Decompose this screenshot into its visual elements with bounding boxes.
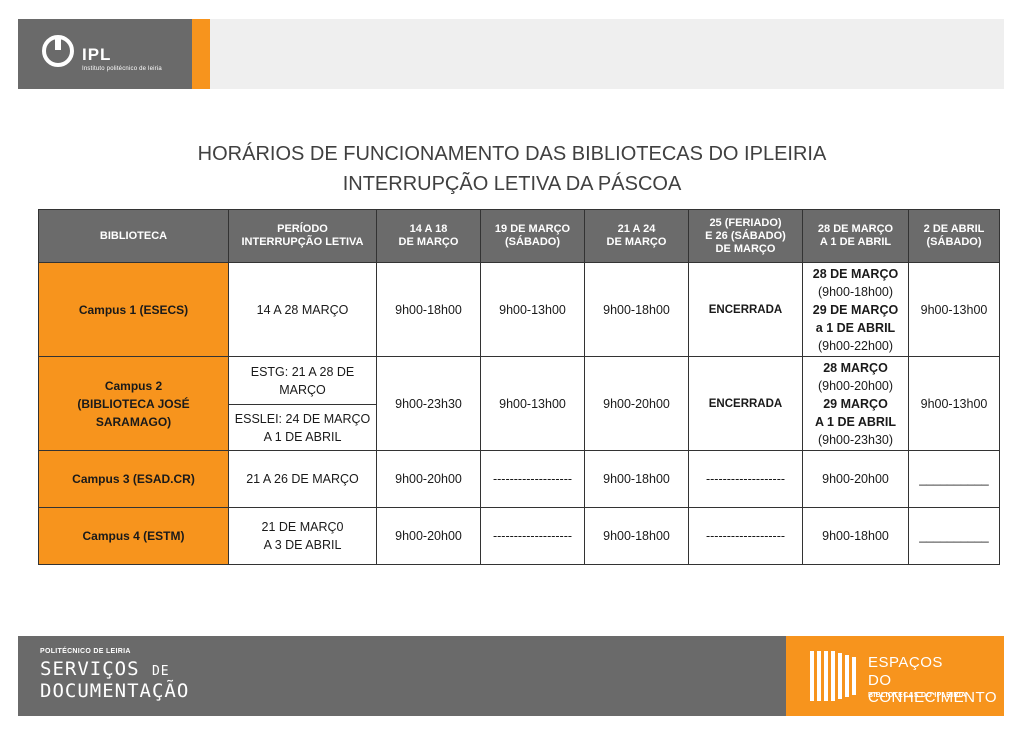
header-orange-stripe [192,19,210,89]
ipl-logo-icon [42,35,74,67]
header-28-1: 28 DE MARÇO A 1 DE ABRIL [802,209,909,263]
table-header-row: BIBLIOTECA PERÍODO INTERRUPÇÃO LETIVA 14 … [38,209,1000,263]
books-icon [810,651,856,701]
campus2-period-estg: ESTG: 21 A 28 DE MARÇO [228,356,377,405]
schedule-table: BIBLIOTECA PERÍODO INTERRUPÇÃO LETIVA 14 … [38,209,1000,565]
header-2-abril: 2 DE ABRIL (SÁBADO) [908,209,1000,263]
page-subtitle: INTERRUPÇÃO LETIVA DA PÁSCOA [342,173,682,195]
campus1-25-26: ENCERRADA [688,262,803,357]
campus3-19: ------------------- [480,450,585,508]
campus3-28-1: 9h00-20h00 [802,450,909,508]
campus4-25-26: ------------------- [688,507,803,565]
campus2-14-18: 9h00-23h30 [376,356,481,451]
logo-name: IPL [82,45,112,64]
campus2-25-26: ENCERRADA [688,356,803,451]
campus4-name: Campus 4 (ESTM) [38,507,229,565]
ipl-logo: IPL Instituto politécnico de leiria [18,19,192,89]
campus2-name: Campus 2 (BIBLIOTECA JOSÉ SARAMAGO) [38,356,229,451]
campus4-19: ------------------- [480,507,585,565]
espacos-small: BIBLIOTECAS DO IPLEIRIA [868,692,967,699]
header-biblioteca: BIBLIOTECA [38,209,229,263]
campus2-2-abril: 9h00-13h00 [908,356,1000,451]
campus4-21-24: 9h00-18h00 [584,507,689,565]
table-row-campus3: Campus 3 (ESAD.CR) 21 A 26 DE MARÇO 9h00… [38,450,1000,508]
footer-documentacao: DOCUMENTAÇÃO [40,680,190,702]
espacos-line1: ESPAÇOS [868,654,943,671]
campus2-21-24: 9h00-20h00 [584,356,689,451]
header-25-26: 25 (FERIADO) E 26 (SÁBADO) DE MARÇO [688,209,803,263]
campus3-21-24: 9h00-18h00 [584,450,689,508]
campus3-2-abril: __________ [908,450,1000,508]
campus3-period: 21 A 26 DE MARÇO [228,450,377,508]
footer-servicos: SERVIÇOS DE [40,658,170,680]
campus1-name: Campus 1 (ESECS) [38,262,229,357]
campus1-period: 14 A 28 MARÇO [228,262,377,357]
table-row-campus2: Campus 2 (BIBLIOTECA JOSÉ SARAMAGO) ESTG… [38,356,1000,451]
campus3-name: Campus 3 (ESAD.CR) [38,450,229,508]
table-row-campus1: Campus 1 (ESECS) 14 A 28 MARÇO 9h00-18h0… [38,262,1000,357]
campus1-21-24: 9h00-18h00 [584,262,689,357]
campus1-28-1: 28 DE MARÇO (9h00-18h00) 29 DE MARÇO a 1… [802,262,909,357]
header-19: 19 DE MARÇO (SÁBADO) [480,209,585,263]
header-21-24: 21 A 24 DE MARÇO [584,209,689,263]
table-row-campus4: Campus 4 (ESTM) 21 DE MARÇ0 A 3 DE ABRIL… [38,507,1000,565]
campus1-14-18: 9h00-18h00 [376,262,481,357]
page-title: HORÁRIOS DE FUNCIONAMENTO DAS BIBLIOTECA… [197,143,827,165]
table-row-campus2-esslei: ESSLEI: 24 DE MARÇO A 1 DE ABRIL [39,404,1000,451]
page-footer: POLITÉCNICO DE LEIRIA SERVIÇOS DE DOCUME… [18,636,1004,716]
page-header: IPL Instituto politécnico de leiria [18,19,1004,89]
campus2-period-esslei: ESSLEI: 24 DE MARÇO A 1 DE ABRIL [228,404,377,451]
campus4-28-1: 9h00-18h00 [802,507,909,565]
footer-politecnico: POLITÉCNICO DE LEIRIA [40,648,131,655]
campus2-19: 9h00-13h00 [480,356,585,451]
logo-subtitle: Instituto politécnico de leiria [82,66,162,72]
campus4-period: 21 DE MARÇ0 A 3 DE ABRIL [228,507,377,565]
header-periodo: PERÍODO INTERRUPÇÃO LETIVA [228,209,377,263]
campus1-2-abril: 9h00-13h00 [908,262,1000,357]
header-14-18: 14 A 18 DE MARÇO [376,209,481,263]
campus4-2-abril: __________ [908,507,1000,565]
espacos-logo: ESPAÇOS DO CONHECIMENTO BIBLIOTECAS DO I… [786,636,1004,716]
campus3-14-18: 9h00-20h00 [376,450,481,508]
campus2-28-1: 28 MARÇO (9h00-20h00) 29 MARÇO A 1 DE AB… [802,356,909,451]
espacos-line2: DO CONHECIMENTO [868,672,998,706]
campus4-14-18: 9h00-20h00 [376,507,481,565]
campus3-25-26: ------------------- [688,450,803,508]
campus1-19: 9h00-13h00 [480,262,585,357]
